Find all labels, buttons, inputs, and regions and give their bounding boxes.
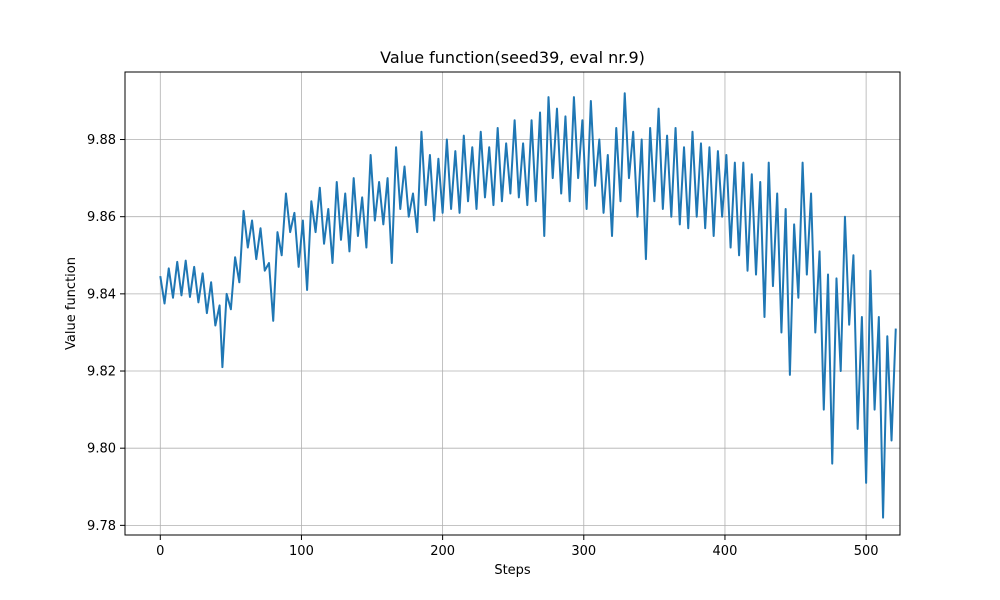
y-tick-label: 9.84 [87,287,116,302]
x-axis-label: Steps [494,563,531,578]
x-tick-label: 100 [289,544,314,559]
y-tick-label: 9.88 [87,133,116,148]
x-tick-label: 300 [571,544,596,559]
y-axis-ticks: 9.78 9.80 9.82 9.84 9.86 9.88 [87,133,125,534]
y-axis-label: Value function [64,257,79,350]
x-tick-label: 200 [430,544,455,559]
y-tick-label: 9.80 [87,442,116,457]
series-group [159,92,897,519]
x-tick-label: 500 [854,544,879,559]
x-tick-label: 0 [156,544,164,559]
y-tick-label: 9.86 [87,210,116,225]
x-tick-label: 400 [713,544,738,559]
x-axis-ticks: 0 100 200 300 400 500 [156,535,879,559]
plot-frame [124,71,901,536]
y-tick-label: 9.82 [87,365,116,380]
series-line [159,92,897,519]
y-tick-label: 9.78 [87,519,116,534]
chart-title: Value function(seed39, eval nr.9) [380,48,645,67]
